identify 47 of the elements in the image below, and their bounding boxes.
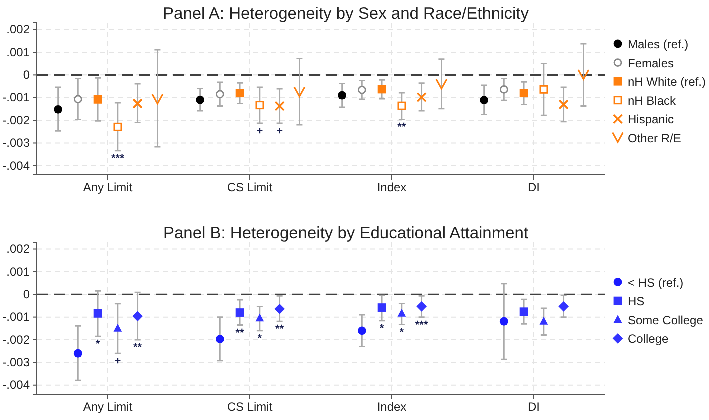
y-tick-label: -.004 (2, 158, 30, 173)
legend-label: Males (ref.) (628, 38, 689, 52)
legend-label: nH White (ref.) (628, 75, 706, 90)
y-tick-label: .002 (6, 22, 30, 37)
legend-label: College (628, 332, 670, 346)
data-label: *** (112, 152, 126, 165)
y-tick-label: 0 (23, 287, 30, 302)
y-tick-label: -.002 (2, 113, 30, 128)
legend-label: Some College (628, 313, 704, 328)
data-label: + (256, 126, 264, 138)
chart-title: Panel B: Heterogeneity by Educational Attainment (163, 224, 529, 242)
chart-title: Panel A: Heterogeneity by Sex and Race/Ethnicity (163, 5, 530, 23)
data-label: ** (276, 324, 285, 336)
x-tick-label: CS Limit (227, 180, 274, 195)
data-label: + (276, 126, 284, 138)
data-label: ** (134, 342, 143, 354)
y-tick-label: -.001 (2, 90, 30, 105)
y-tick-label: -.003 (2, 356, 30, 370)
x-tick-label: Any Limit (83, 400, 134, 414)
y-tick-label: -.002 (2, 332, 30, 347)
x-tick-label: DI (528, 180, 540, 195)
data-label: * (400, 326, 405, 339)
x-tick-label: CS Limit (227, 400, 274, 414)
data-label: * (258, 332, 263, 345)
data-label: *** (415, 319, 429, 332)
y-tick-label: -.003 (2, 136, 30, 150)
x-tick-label: Index (377, 180, 407, 195)
legend-label: < HS (ref.) (628, 276, 684, 290)
data-label: ** (236, 327, 246, 340)
data-label: + (114, 356, 122, 368)
legend-label: nH Black (628, 94, 678, 108)
data-label: * (380, 322, 385, 335)
x-tick-label: Index (377, 400, 407, 414)
data-label: ** (398, 122, 407, 134)
y-tick-label: .002 (6, 242, 30, 256)
y-tick-label: -.004 (2, 378, 30, 392)
legend-label: Hispanic (628, 112, 674, 127)
y-tick-label: 0 (23, 68, 30, 82)
legend-label: Females (628, 56, 674, 70)
y-tick-label: .001 (6, 264, 30, 279)
legend-label: Other R/E (628, 132, 682, 146)
y-tick-label: .001 (6, 45, 30, 60)
x-tick-label: Any Limit (83, 180, 134, 195)
y-tick-label: -.001 (2, 310, 30, 324)
data-label: * (96, 338, 101, 351)
legend-label: HS (628, 294, 645, 309)
x-tick-label: DI (528, 400, 540, 414)
